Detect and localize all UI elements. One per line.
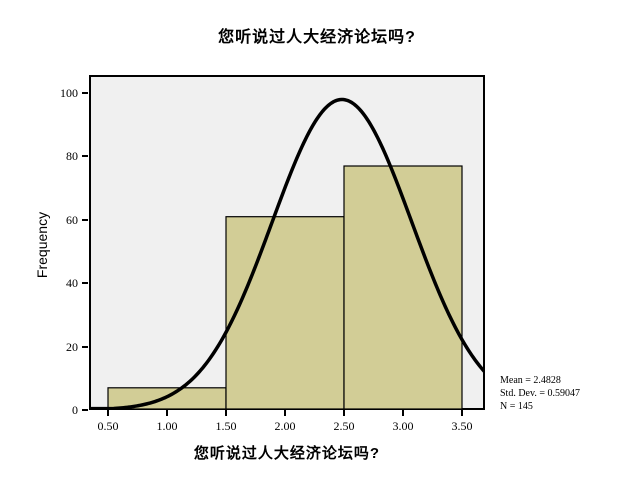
stats-legend: Mean = 2.4828 Std. Dev. = 0.59047 N = 14… <box>500 374 580 413</box>
y-tick-label: 100 <box>60 86 78 101</box>
y-tick-mark <box>82 345 88 348</box>
x-tick-mark <box>224 410 227 416</box>
stat-mean: Mean = 2.4828 <box>500 375 561 386</box>
histogram-bar <box>225 216 345 410</box>
y-tick-label: 60 <box>66 212 78 227</box>
y-tick-mark <box>82 218 88 221</box>
stat-std-dev: Std. Dev. = 0.59047 <box>500 388 580 399</box>
x-tick-label: 3.00 <box>392 419 414 433</box>
normal-curve <box>89 97 485 410</box>
y-tick-label: 20 <box>66 339 78 354</box>
x-tick-mark <box>106 410 109 416</box>
y-tick-mark <box>82 155 88 158</box>
chart-title: 您听说过人大经济论坛吗? <box>218 29 416 46</box>
x-tick-mark <box>460 410 463 416</box>
x-tick-label: 3.50 <box>451 419 473 433</box>
y-tick-mark <box>82 409 88 411</box>
x-axis-label: 您听说过人大经济论坛吗? <box>193 445 381 462</box>
x-tick-mark <box>165 410 168 416</box>
y-tick-mark <box>82 282 88 285</box>
y-tick-label: 80 <box>66 149 78 164</box>
histogram-bar <box>343 165 463 410</box>
stat-n: N = 145 <box>500 401 533 412</box>
x-tick-label: 2.50 <box>333 419 355 433</box>
x-tick-label: 1.00 <box>156 419 178 433</box>
x-tick-label: 1.50 <box>215 419 237 433</box>
x-tick-mark <box>283 410 286 416</box>
x-tick-mark <box>342 410 345 416</box>
x-tick-label: 2.00 <box>274 419 296 433</box>
x-tick-mark <box>401 410 404 416</box>
histogram-canvas <box>89 75 485 410</box>
y-tick-label: 0 <box>72 403 78 417</box>
y-tick-mark <box>82 92 88 95</box>
y-tick-label: 40 <box>66 276 78 291</box>
x-tick-label: 0.50 <box>97 419 119 433</box>
